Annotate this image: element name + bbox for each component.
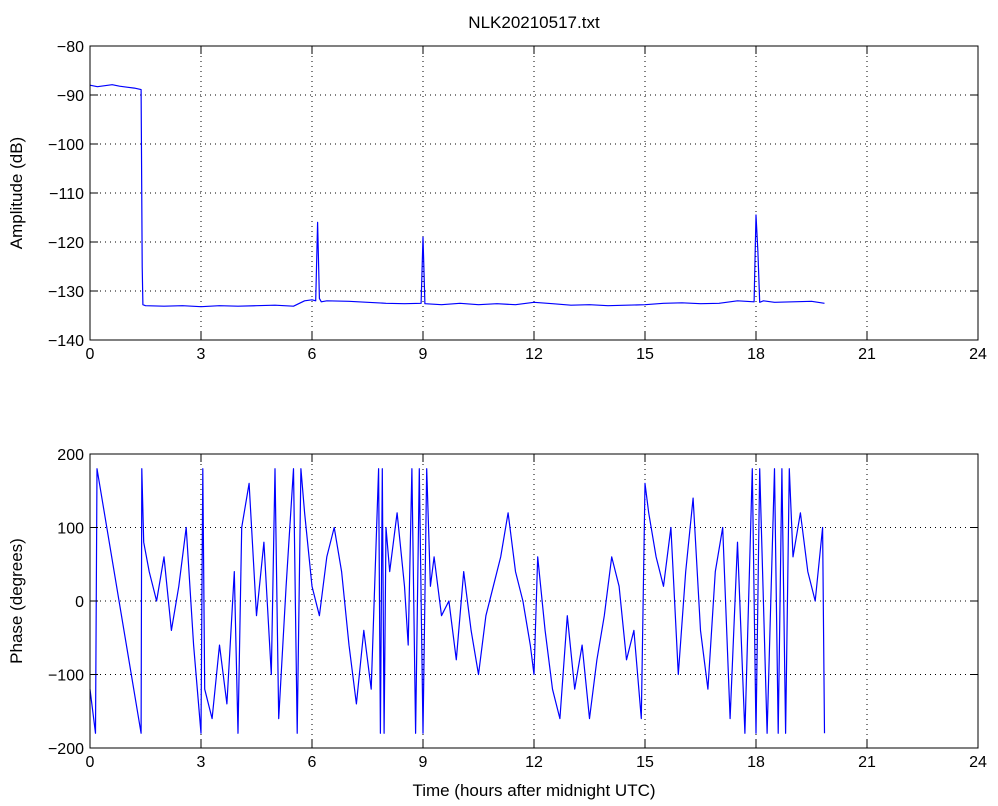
amplitude-grid bbox=[90, 46, 978, 340]
amplitude-y-axis-label: Amplitude (dB) bbox=[7, 137, 26, 249]
phase-series bbox=[89, 468, 826, 734]
amplitude-ytick-label-2: −100 bbox=[48, 137, 84, 154]
amplitude-ytick-label-3: −110 bbox=[49, 186, 84, 203]
amplitude-xtick-label-4: 12 bbox=[525, 346, 543, 363]
chart-title: NLK20210517.txt bbox=[468, 13, 600, 32]
phase-series-line bbox=[89, 468, 826, 734]
amplitude-plot: NLK20210517.txt Amplitude (dB) 0 3 6 9 12 15 1… bbox=[7, 13, 987, 363]
amplitude-ytick-label-5: −130 bbox=[48, 284, 84, 301]
amplitude-series bbox=[89, 84, 825, 308]
phase-axes-box bbox=[89, 453, 979, 749]
x-axis-label: Time (hours after midnight UTC) bbox=[412, 781, 655, 800]
phase-ytick-label-1: 100 bbox=[57, 521, 84, 538]
phase-xtick-label-2: 6 bbox=[308, 754, 317, 771]
amplitude-xtick-label-6: 18 bbox=[747, 346, 765, 363]
amplitude-ytick-label-1: −90 bbox=[57, 88, 84, 105]
amplitude-xtick-label-7: 21 bbox=[858, 346, 876, 363]
amplitude-xtick-label-2: 6 bbox=[308, 346, 317, 363]
amplitude-xtick-label-5: 15 bbox=[636, 346, 654, 363]
amplitude-ytick-label-0: −80 bbox=[57, 39, 84, 56]
amplitude-ticks: 0 3 6 9 12 15 18 21 24 −80 −90 −100 −110 −120 −130 −140 bbox=[48, 39, 987, 363]
phase-xtick-label-6: 18 bbox=[747, 754, 765, 771]
phase-ytick-label-2: 0 bbox=[75, 594, 84, 611]
phase-xtick-label-5: 15 bbox=[636, 754, 654, 771]
phase-xtick-label-0: 0 bbox=[86, 754, 95, 771]
phase-plot: Time (hours after midnight UTC) Phase (d… bbox=[7, 447, 987, 800]
phase-xtick-label-8: 24 bbox=[969, 754, 987, 771]
amplitude-series-line bbox=[89, 84, 825, 308]
amplitude-axes-box bbox=[89, 45, 979, 341]
amplitude-xtick-label-8: 24 bbox=[969, 346, 987, 363]
amplitude-xtick-label-3: 9 bbox=[419, 346, 428, 363]
amplitude-xtick-label-1: 3 bbox=[197, 346, 206, 363]
amplitude-ytick-label-6: −140 bbox=[48, 333, 84, 350]
phase-xtick-label-4: 12 bbox=[525, 754, 543, 771]
phase-ytick-label-3: −100 bbox=[48, 668, 84, 685]
amplitude-xtick-label-0: 0 bbox=[86, 346, 95, 363]
amplitude-ytick-label-4: −120 bbox=[48, 235, 84, 252]
phase-grid bbox=[90, 454, 978, 748]
phase-y-axis-label: Phase (degrees) bbox=[7, 538, 26, 664]
phase-ytick-label-4: −200 bbox=[48, 741, 84, 758]
phase-xtick-label-3: 9 bbox=[419, 754, 428, 771]
phase-ytick-label-0: 200 bbox=[57, 447, 84, 464]
phase-xtick-label-7: 21 bbox=[858, 754, 876, 771]
phase-ticks: 0 3 6 9 12 15 18 21 24 200 100 0 −100 −200 bbox=[48, 447, 987, 771]
phase-xtick-label-1: 3 bbox=[197, 754, 206, 771]
